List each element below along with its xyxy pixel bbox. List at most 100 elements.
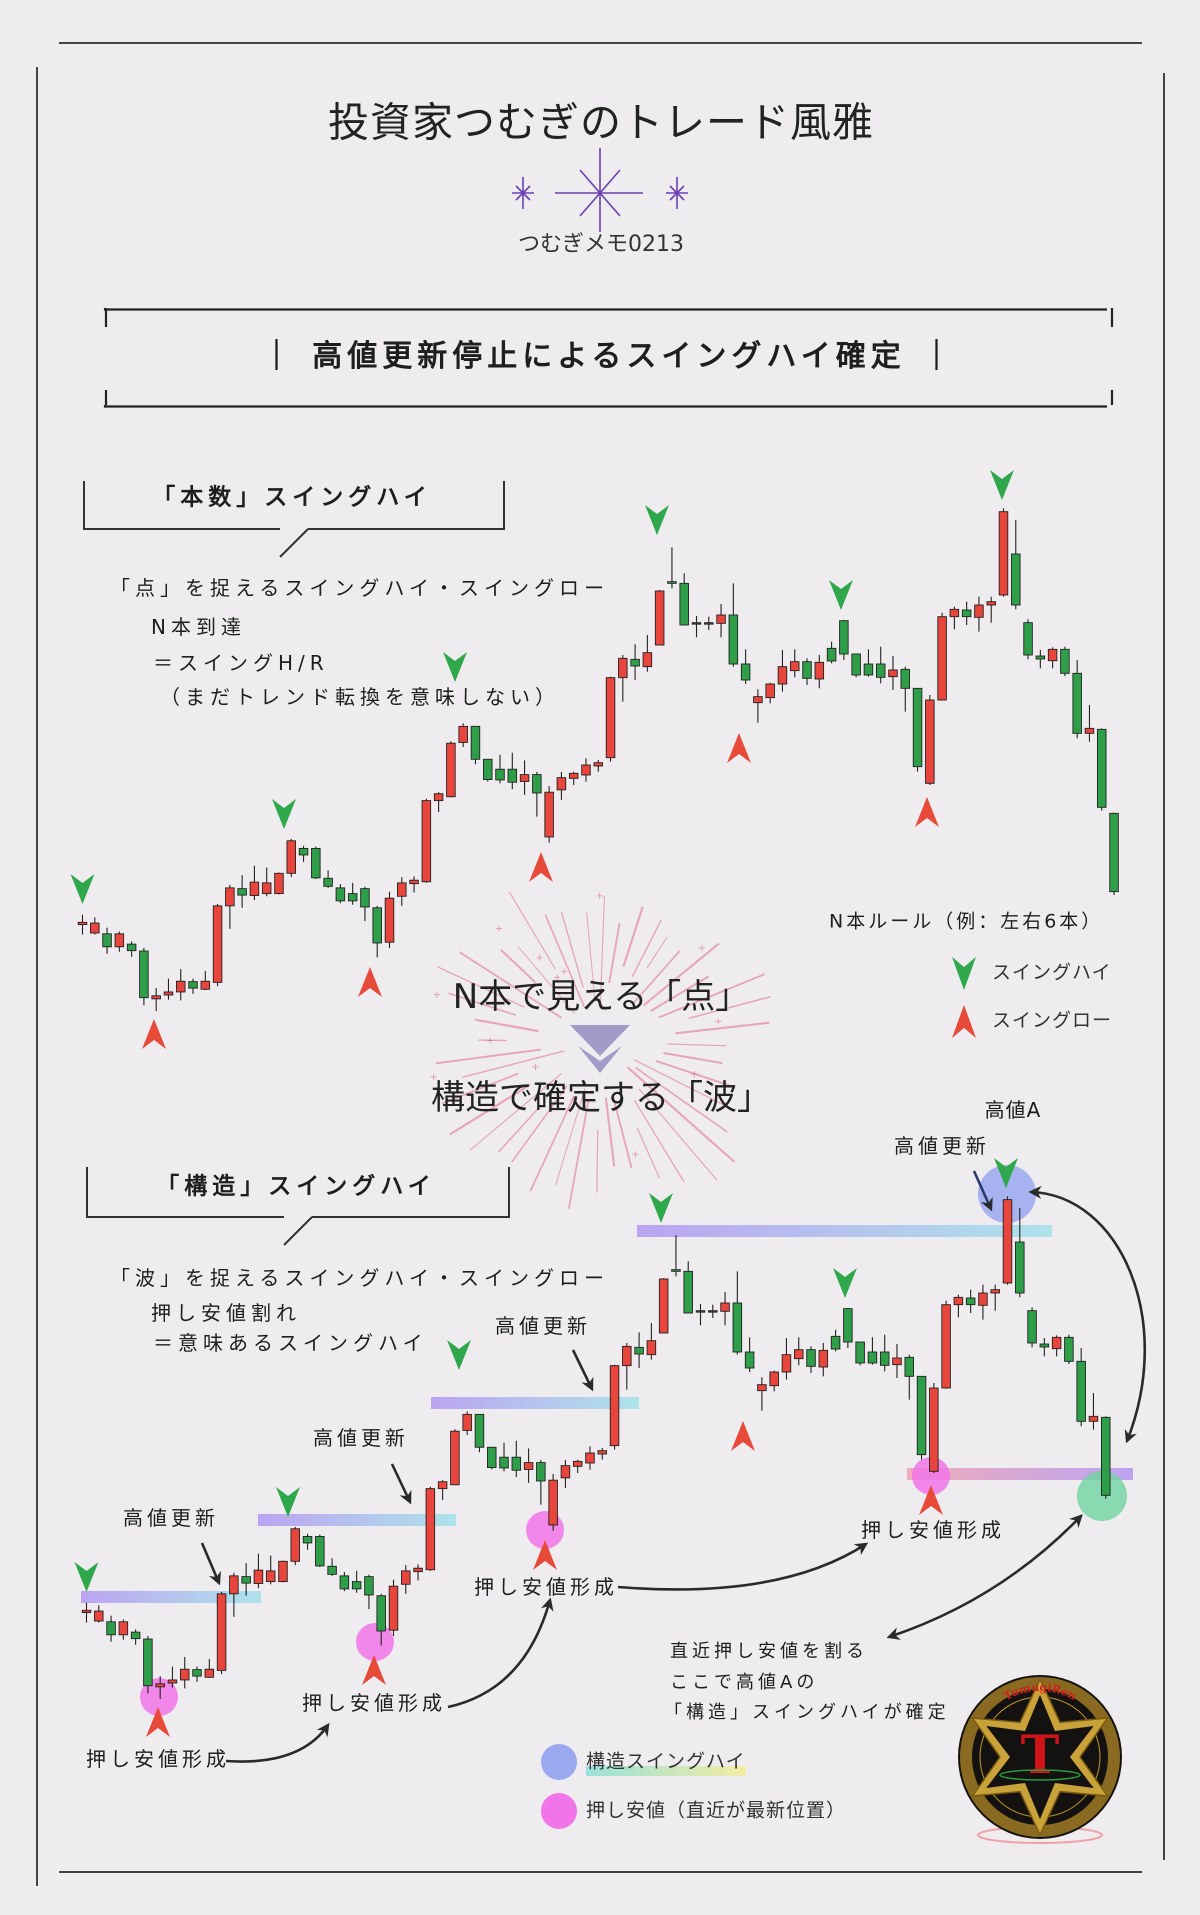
candle-body — [728, 614, 739, 665]
candlestick — [777, 650, 788, 692]
sparkle-icon — [596, 892, 603, 899]
candle-body — [708, 1310, 718, 1313]
link-arrow — [886, 1514, 1083, 1640]
burst-ray — [544, 914, 585, 1008]
candlestick — [519, 760, 530, 795]
candle-body — [1039, 1343, 1050, 1348]
candlestick — [961, 601, 972, 625]
section-count-label: 「本数」スイングハイ — [152, 484, 432, 511]
burst-ray — [636, 1127, 661, 1179]
candlestick — [462, 1411, 472, 1436]
swing-low-arrow-icon — [358, 967, 382, 997]
swing-low-arrow-icon — [915, 797, 939, 827]
burst-ray — [511, 1085, 568, 1163]
candlestick — [793, 1337, 804, 1366]
candle-body — [769, 1371, 779, 1387]
burst-ray — [658, 973, 765, 1019]
candle-body — [618, 657, 628, 679]
candlestick — [188, 978, 198, 994]
candle-body — [351, 1581, 362, 1590]
candle-body — [904, 1356, 915, 1377]
n-rule-label: N本ルール（例：左右6本） — [829, 910, 1104, 933]
candlestick — [953, 1294, 964, 1318]
candlestick — [114, 931, 125, 952]
candle-body — [1047, 648, 1058, 662]
candlestick — [204, 1658, 215, 1679]
candlestick — [568, 771, 579, 785]
candlestick — [544, 786, 554, 843]
candle-body — [622, 1345, 632, 1367]
candle-body — [446, 742, 456, 798]
candlestick — [323, 870, 333, 888]
burst-ray — [448, 992, 517, 1016]
candlestick — [728, 583, 739, 667]
candlestick — [1027, 1307, 1037, 1348]
candlestick — [499, 1442, 509, 1472]
sparkle-icon — [699, 945, 706, 952]
candlestick — [421, 798, 432, 883]
candle-body — [507, 768, 518, 783]
swing-low-arrow-icon — [362, 1655, 386, 1685]
candle-body — [253, 1569, 264, 1584]
pullback-low-marker — [140, 1678, 178, 1716]
candle-body — [384, 897, 395, 943]
candlestick — [581, 758, 591, 782]
candle-body — [781, 1354, 792, 1373]
candlestick — [634, 1332, 644, 1368]
structure-high-level — [637, 1225, 1052, 1237]
swing-low-arrow-icon — [731, 1421, 755, 1451]
candle-body — [642, 652, 653, 668]
candlestick — [360, 886, 370, 922]
candlestick — [163, 978, 174, 1000]
burst-ray — [567, 1100, 590, 1209]
burst-ray — [599, 895, 606, 1002]
candlestick — [888, 656, 898, 690]
candlestick — [646, 1323, 657, 1360]
burst-ray — [638, 1088, 718, 1181]
burst-ray — [560, 912, 584, 989]
candlestick — [523, 1448, 534, 1483]
candle-body — [192, 1669, 202, 1677]
candlestick — [311, 846, 321, 880]
candlestick — [597, 1448, 608, 1460]
burst-ray — [611, 1094, 633, 1169]
candlestick — [548, 1474, 558, 1531]
candle-body — [654, 590, 665, 646]
candle-body — [1060, 648, 1070, 674]
candle-body — [114, 933, 125, 948]
candle-body — [793, 1349, 804, 1360]
candlestick — [1109, 812, 1119, 895]
candlestick — [106, 1615, 116, 1642]
swing-low-arrow-icon — [146, 1707, 170, 1737]
candlestick — [192, 1666, 202, 1682]
candle-body — [216, 1593, 227, 1671]
sparkle-icon — [554, 974, 561, 981]
candle-body — [347, 893, 358, 902]
candlestick — [90, 917, 100, 935]
burst-ray — [517, 946, 576, 1014]
candlestick — [1088, 1393, 1099, 1430]
candlestick — [986, 596, 996, 623]
candle-body — [1023, 622, 1033, 656]
candle-body — [1084, 727, 1095, 734]
sparkle-icon — [691, 1071, 698, 1078]
candlestick — [990, 1284, 1000, 1311]
burst-ray — [633, 950, 681, 1003]
heading-bar-left: ｜ — [261, 339, 297, 374]
logo-letter: T — [1021, 1725, 1060, 1786]
swing-high-arrow-icon — [74, 1562, 99, 1592]
candle-body — [753, 696, 763, 704]
swing-low-arrow-icon — [919, 1485, 943, 1515]
candlestick — [937, 612, 947, 701]
candle-body — [986, 601, 996, 606]
candlestick — [904, 1354, 915, 1400]
candlestick — [1047, 647, 1058, 669]
legend-swing-low: スイングロー — [992, 1009, 1113, 1032]
section-structure-line: 「波」を捉えるスイングハイ・スイングロー — [110, 1266, 609, 1290]
pullback-low-marker — [912, 1457, 950, 1495]
pullback-low-label: 押し安値形成 — [861, 1518, 1005, 1542]
candle-body — [1035, 655, 1046, 660]
swing-high-legend-icon — [952, 957, 976, 990]
candle-body — [572, 1460, 583, 1467]
sparkle-icon — [433, 991, 440, 998]
